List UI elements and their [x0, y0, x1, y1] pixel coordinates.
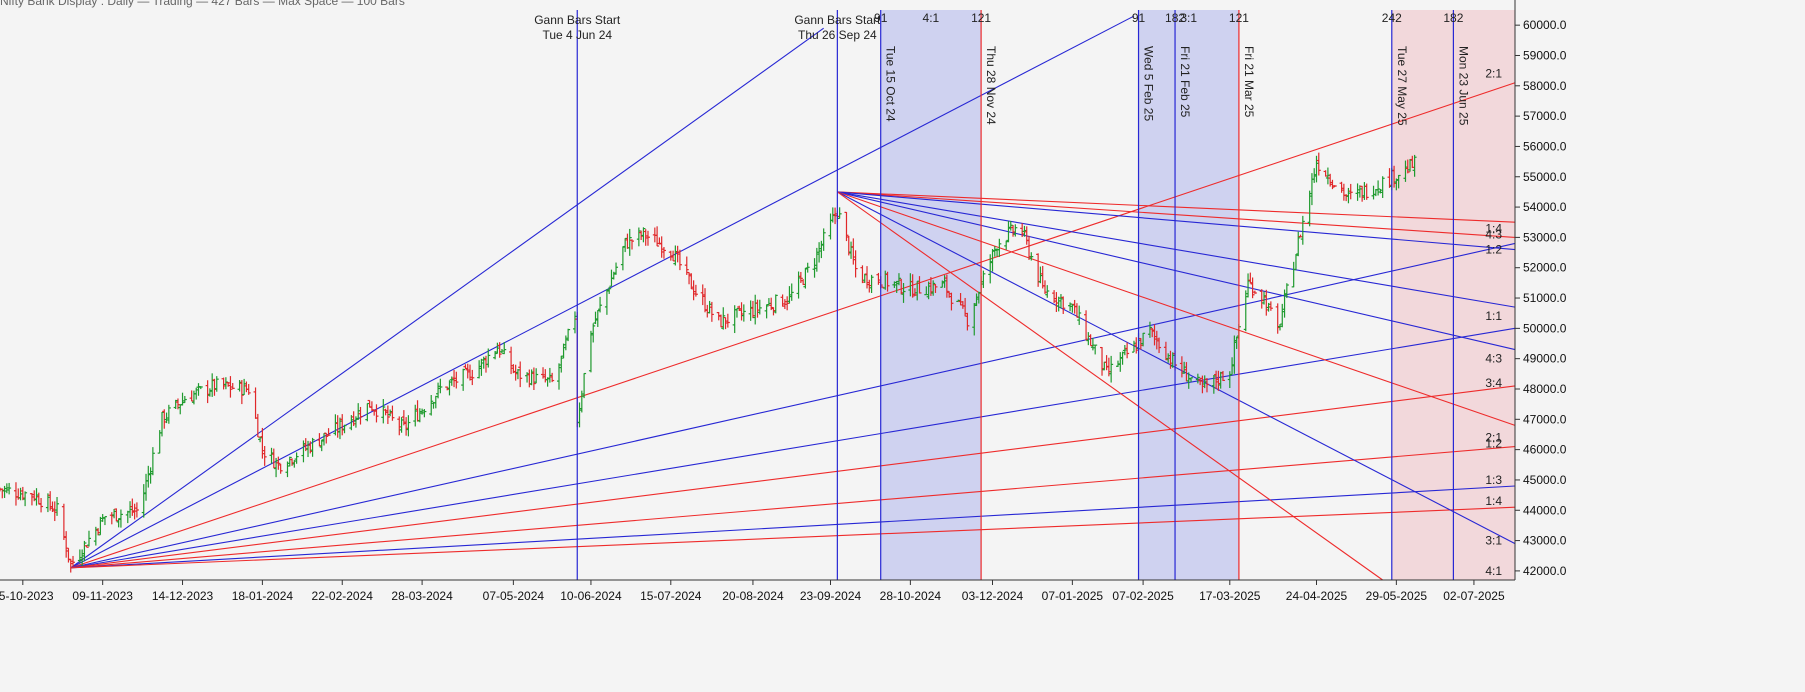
y-tick-label: 48000.0 [1523, 382, 1567, 396]
gann-start-label: Gann Bars Start [534, 13, 621, 27]
gann-fan-line [837, 191, 1516, 223]
y-tick-label: 49000.0 [1523, 352, 1567, 366]
fan-ratio-label: 4:3 [1485, 352, 1502, 366]
marker-count-label: 121 [1229, 11, 1249, 25]
x-tick-label: 22-02-2024 [312, 589, 374, 603]
y-axis: 42000.0 43000.0 44000.0 45000.0 46000.0 47000… [1514, 0, 1567, 580]
gann-fan-line [837, 191, 1516, 351]
x-tick-label: 29-05-2025 [1366, 589, 1428, 603]
gann-fan-line [70, 446, 1516, 569]
fan-ratio-label: 2:1 [1485, 67, 1502, 81]
gann-fan-line [70, 15, 1135, 569]
x-tick-label: 20-08-2024 [722, 589, 784, 603]
gann-fan-line [837, 191, 1516, 238]
marker-count-label: 182 [1443, 11, 1463, 25]
x-tick-label: 24-04-2025 [1286, 589, 1348, 603]
fan-ratio-label: 3:4 [1485, 376, 1502, 390]
gann-start-label: Tue 4 Jun 24 [542, 28, 612, 42]
gann-fan-line [70, 385, 1516, 569]
y-tick-label: 45000.0 [1523, 473, 1567, 487]
marker-date-label: Mon 23 Jun 25 [1456, 46, 1470, 126]
y-tick-label: 60000.0 [1523, 18, 1567, 32]
fan-ratio-label: 4:3 [1485, 227, 1502, 241]
y-tick-label: 50000.0 [1523, 321, 1567, 335]
marker-count-label: 91 [874, 11, 888, 25]
header-text: Nifty Bank Display : Daily — Trading — 4… [0, 0, 405, 8]
marker-count-label: 121 [971, 11, 991, 25]
marker-count-label: 182 [1165, 11, 1185, 25]
gann-start-label: Gann Bars Start [794, 13, 881, 27]
fan-ratio-label: 1:1 [1485, 309, 1502, 323]
gann-fan-line [70, 327, 1516, 569]
fan-ratio-label: 2:1 [1485, 431, 1502, 445]
marker-date-label: Tue 15 Oct 24 [884, 46, 898, 122]
gann-fan-line [70, 27, 824, 569]
y-tick-label: 46000.0 [1523, 443, 1567, 457]
y-tick-label: 53000.0 [1523, 230, 1567, 244]
x-tick-label: 07-02-2025 [1112, 589, 1174, 603]
marker-date-label: Fri 21 Feb 25 [1178, 46, 1192, 118]
gann-fan-line [70, 485, 1516, 569]
gann-fan-line [837, 191, 1383, 581]
shaded-band [1138, 10, 1239, 580]
x-tick-label: 09-11-2023 [72, 589, 133, 603]
gann-fan-line [837, 191, 1516, 426]
band-ratio-label: 4:1 [923, 11, 940, 25]
x-tick-label: 15-07-2024 [640, 589, 702, 603]
y-tick-label: 43000.0 [1523, 534, 1567, 548]
x-tick-label: 28-03-2024 [391, 589, 453, 603]
gann-fan-line [70, 82, 1516, 569]
marker-date-label: Fri 21 Mar 25 [1242, 46, 1256, 118]
gann-fan-line [837, 191, 1516, 308]
marker-date-label: Thu 28 Nov 24 [984, 46, 998, 125]
y-tick-label: 51000.0 [1523, 291, 1567, 305]
y-tick-label: 56000.0 [1523, 139, 1567, 153]
gann-fan-line [837, 191, 1516, 545]
marker-date-label: Tue 27 May 25 [1395, 46, 1409, 126]
x-tick-label: 18-01-2024 [232, 589, 294, 603]
y-tick-label: 58000.0 [1523, 79, 1567, 93]
ratio-labels: 2:11:44:31:21:14:33:42:11:21:31:43:14:1 [1485, 67, 1502, 578]
x-tick-label: 10-06-2024 [560, 589, 622, 603]
y-tick-label: 42000.0 [1523, 564, 1567, 578]
marker-date-label: Wed 5 Feb 25 [1142, 46, 1156, 121]
band-ratio-label: 3:1 [1180, 11, 1197, 25]
price-bars [0, 152, 1417, 573]
fan-ratio-label: 3:1 [1485, 534, 1502, 548]
x-tick-label: 02-07-2025 [1443, 589, 1505, 603]
fan-ratio-label: 1:4 [1485, 221, 1502, 235]
gann-fan-line [70, 506, 1516, 569]
x-tick-label: 28-10-2024 [880, 589, 942, 603]
y-tick-label: 57000.0 [1523, 109, 1567, 123]
y-tick-label: 47000.0 [1523, 412, 1567, 426]
y-tick-label: 54000.0 [1523, 200, 1567, 214]
marker-count-label: 242 [1382, 11, 1402, 25]
x-tick-label: 07-05-2024 [483, 589, 545, 603]
y-tick-label: 55000.0 [1523, 170, 1567, 184]
x-tick-label: 05-10-2023 [0, 589, 54, 603]
marker-count-label: 91 [1132, 11, 1146, 25]
x-tick-label: 23-09-2024 [800, 589, 862, 603]
fan-ratio-label: 1:3 [1485, 473, 1502, 487]
x-axis: 05-10-2023 09-11-2023 14-12-2023 18-01-2024… [0, 579, 1515, 603]
fan-ratio-label: 1:2 [1485, 243, 1502, 257]
y-tick-label: 59000.0 [1523, 48, 1567, 62]
gann-start-label: Thu 26 Sep 24 [798, 28, 877, 42]
fan-ratio-label: 4:1 [1485, 564, 1502, 578]
x-tick-label: 03-12-2024 [962, 589, 1024, 603]
gann-fan-line [837, 191, 1516, 251]
fan-ratio-label: 1:2 [1485, 437, 1502, 451]
gann-fan-line [70, 242, 1516, 569]
x-tick-label: 17-03-2025 [1199, 589, 1261, 603]
x-tick-label: 07-01-2025 [1042, 589, 1104, 603]
x-tick-label: 14-12-2023 [152, 589, 214, 603]
fan-lines [70, 15, 1516, 581]
fan-ratio-label: 1:4 [1485, 494, 1502, 508]
y-tick-label: 44000.0 [1523, 503, 1567, 517]
y-tick-label: 52000.0 [1523, 261, 1567, 275]
